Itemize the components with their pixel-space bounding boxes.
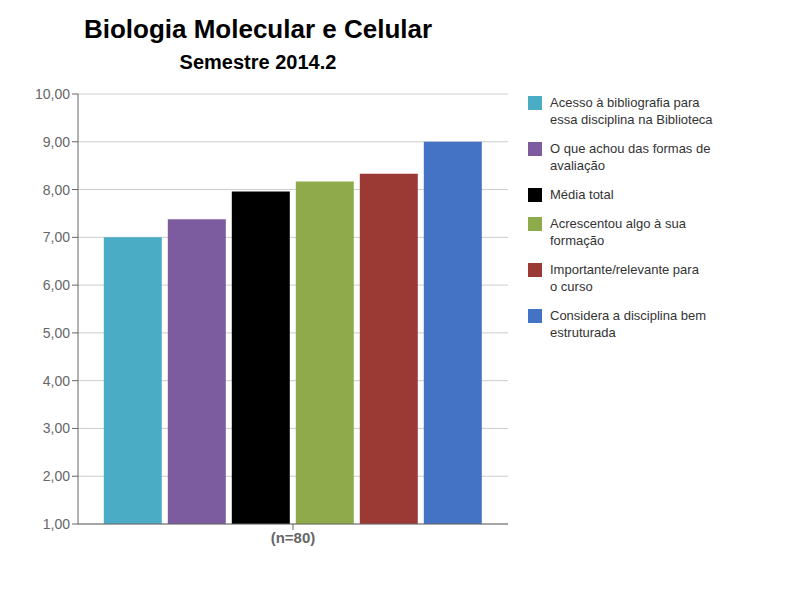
html-text:Média total: Média total (550, 187, 614, 202)
svg-text:1,00: 1,00 (43, 516, 70, 532)
html-text:Biologia Molecular e Celular: Biologia Molecular e Celular (83, 14, 433, 44)
svg-text:6,00: 6,00 (43, 277, 70, 293)
html-text:Acesso à bibliografia para ess: Acesso à bibliografia para essa discipli… (550, 95, 713, 127)
svg-text:5,00: 5,00 (43, 325, 70, 341)
html-text:Acrescentou algo à sua formaçã: Acrescentou algo à sua formação (550, 216, 686, 248)
html-text:Semestre 2014.2: Semestre 2014.2 (179, 51, 337, 73)
svg-text:2,00: 2,00 (43, 468, 70, 484)
svg-text:4,00: 4,00 (43, 373, 70, 389)
svg-text:7,00: 7,00 (43, 229, 70, 245)
html-text:Importante/relevante para o cu: Importante/relevante para o curso (550, 262, 699, 294)
svg-text:8,00: 8,00 (43, 182, 70, 198)
svg-text:9,00: 9,00 (43, 134, 70, 150)
svg-text:3,00: 3,00 (43, 420, 70, 436)
svg-text:(n=80): (n=80) (271, 529, 316, 546)
html-text:Considera a disciplina bem est: Considera a disciplina bem estruturada (550, 308, 707, 340)
svg-text:10,00: 10,00 (35, 86, 70, 102)
html-text:O que achou das formas de aval: O que achou das formas de avaliação (550, 141, 711, 173)
